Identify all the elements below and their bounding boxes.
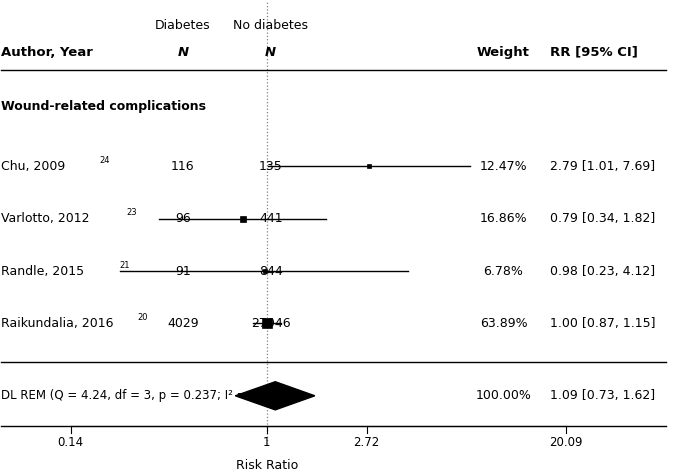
Text: 2.72: 2.72 [353, 437, 379, 449]
Text: 1: 1 [263, 437, 270, 449]
Text: No diabetes: No diabetes [234, 19, 308, 32]
Text: Raikundalia, 2016: Raikundalia, 2016 [1, 317, 114, 330]
Text: 12.47%: 12.47% [479, 160, 527, 173]
Text: DL REM (Q = 4.24, df = 3, p = 0.237; I² = 29.2%): DL REM (Q = 4.24, df = 3, p = 0.237; I² … [1, 390, 293, 402]
Text: 100.00%: 100.00% [475, 390, 531, 402]
Text: 20: 20 [138, 313, 148, 322]
Text: 1.00 [0.87, 1.15]: 1.00 [0.87, 1.15] [550, 317, 656, 330]
Text: 844: 844 [259, 265, 283, 277]
Text: Risk Ratio: Risk Ratio [236, 459, 298, 471]
Text: N: N [177, 46, 189, 59]
Text: 96: 96 [175, 212, 191, 225]
Polygon shape [236, 382, 315, 410]
Text: Diabetes: Diabetes [155, 19, 210, 32]
Text: 116: 116 [171, 160, 195, 173]
Text: Randle, 2015: Randle, 2015 [1, 265, 84, 277]
Text: 441: 441 [259, 212, 283, 225]
Text: N: N [265, 46, 276, 59]
Text: Wound-related complications: Wound-related complications [1, 99, 206, 113]
Text: 63.89%: 63.89% [479, 317, 527, 330]
Text: 21: 21 [120, 261, 130, 270]
Text: 16.86%: 16.86% [479, 212, 527, 225]
Text: 2.79 [1.01, 7.69]: 2.79 [1.01, 7.69] [550, 160, 655, 173]
Text: 0.14: 0.14 [57, 437, 84, 449]
Text: 1.09 [0.73, 1.62]: 1.09 [0.73, 1.62] [550, 390, 655, 402]
Text: Weight: Weight [477, 46, 530, 59]
Text: Chu, 2009: Chu, 2009 [1, 160, 65, 173]
Text: 0.98 [0.23, 4.12]: 0.98 [0.23, 4.12] [550, 265, 655, 277]
Text: 135: 135 [259, 160, 283, 173]
Text: 23: 23 [127, 209, 137, 218]
Text: 0.79 [0.34, 1.82]: 0.79 [0.34, 1.82] [550, 212, 655, 225]
Text: 20.09: 20.09 [550, 437, 583, 449]
Text: Author, Year: Author, Year [1, 46, 93, 59]
Text: 6.78%: 6.78% [484, 265, 524, 277]
Text: RR [95% CI]: RR [95% CI] [550, 46, 638, 59]
Text: 24: 24 [100, 156, 110, 165]
Text: 4029: 4029 [167, 317, 199, 330]
Text: 91: 91 [175, 265, 191, 277]
Text: 27046: 27046 [251, 317, 291, 330]
Text: Varlotto, 2012: Varlotto, 2012 [1, 212, 90, 225]
